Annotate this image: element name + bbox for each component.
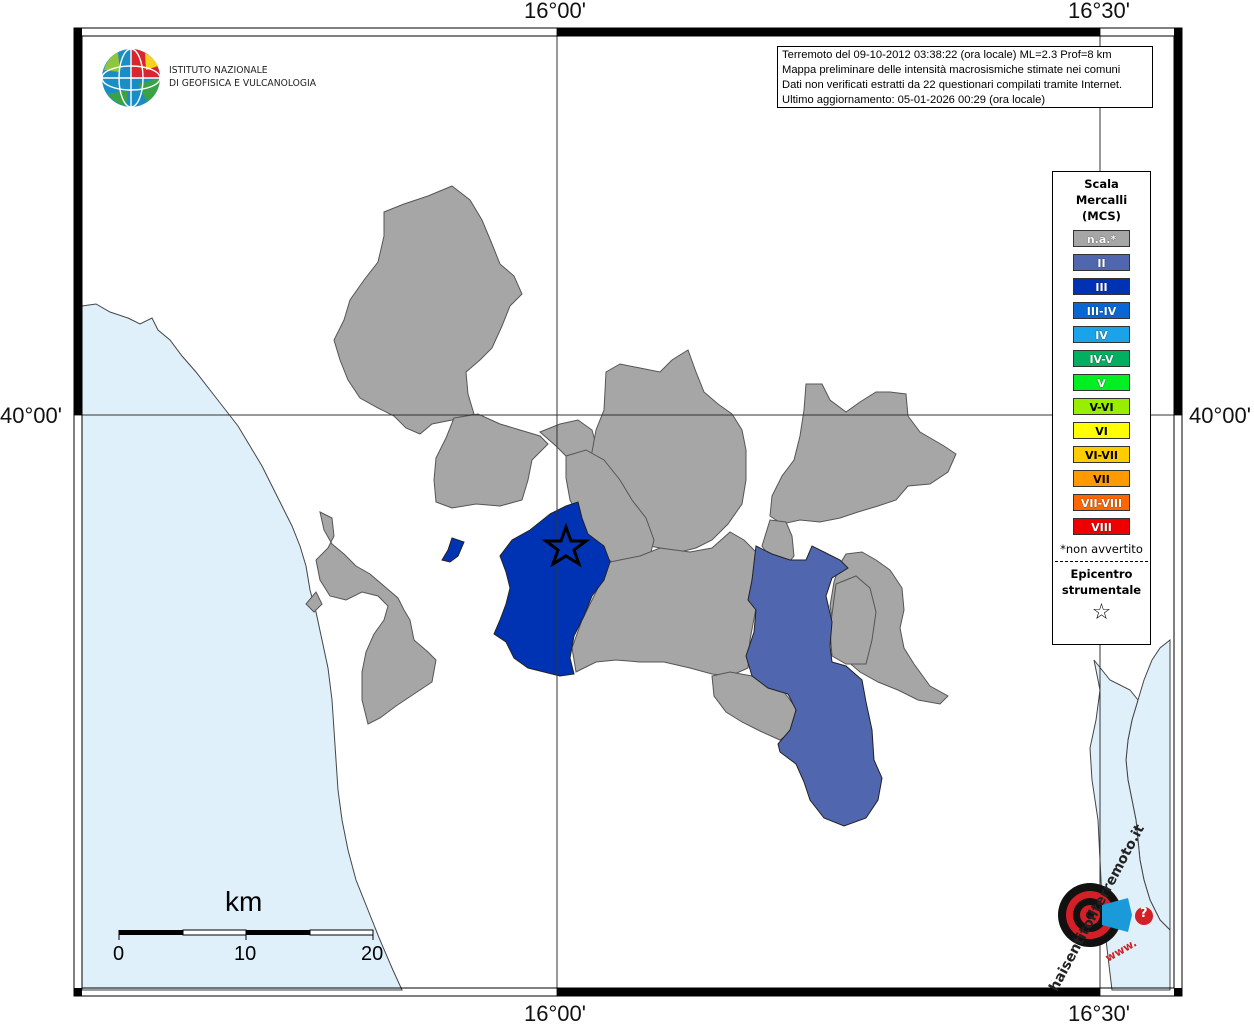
legend-note: *non avvertito [1060, 542, 1143, 556]
mcs-legend: Scala Mercalli (MCS) n.a.* II III III-IV IV I… [1052, 171, 1151, 645]
legend-item: VII [1073, 470, 1130, 487]
legend-title-line2: Mercalli [1075, 193, 1128, 207]
legend-item: IV [1073, 326, 1130, 343]
earthquake-info-box: Terremoto del 09-10-2012 03:38:22 (ora l… [777, 46, 1153, 108]
lon-label-bottom-2: 16°30' [1068, 1001, 1130, 1026]
legend-item: V [1073, 374, 1130, 391]
legend-divider [1055, 561, 1148, 562]
lat-label-left: 40°00' [0, 403, 62, 428]
legend-item: n.a.* [1073, 230, 1130, 247]
legend-item: V-VI [1073, 398, 1130, 415]
info-line-1: Terremoto del 09-10-2012 03:38:22 (ora l… [782, 49, 1112, 61]
legend-star-icon: ☆ [1091, 600, 1112, 625]
info-line-4: Ultimo aggiornamento: 05-01-2026 00:29 (… [782, 94, 1046, 106]
haisentito-question-mark: ? [1140, 906, 1148, 921]
legend-item: IV-V [1073, 350, 1130, 367]
scale-bar [118, 929, 374, 940]
info-line-3: Dati non verificati estratti da 22 quest… [782, 79, 1123, 91]
legend-title: Scala Mercalli (MCS) [1053, 176, 1150, 224]
legend-item: II [1073, 254, 1130, 271]
ingv-globe-icon [101, 48, 161, 108]
legend-items: n.a.* II III III-IV IV IV-V V V-VI VI VI-VII VII VI… [1053, 230, 1150, 535]
legend-item: VI [1073, 422, 1130, 439]
legend-title-line1: Scala [1084, 177, 1119, 191]
municipalities-not-felt [305, 185, 957, 741]
legend-epicenter-line1: Epicentro [1070, 567, 1133, 581]
haisentito-logo-icon [1058, 883, 1153, 947]
info-line-2: Mappa preliminare delle intensità macros… [782, 64, 1121, 76]
ingv-line1: ISTITUTO NAZIONALE [169, 65, 268, 76]
scale-tick-0: 0 [113, 943, 125, 965]
ingv-logo-text: ISTITUTO NAZIONALE DI GEOFISICA E VULCAN… [169, 64, 316, 90]
map-frame [73, 27, 1183, 997]
lat-label-right: 40°00' [1189, 403, 1251, 428]
tyrrhenian-sea [81, 303, 403, 991]
scale-tick-10: 10 [234, 943, 257, 965]
legend-epicenter-line2: strumentale [1061, 583, 1142, 597]
lon-label-top-1: 16°00' [524, 0, 586, 23]
legend-title-line3: (MCS) [1082, 209, 1121, 223]
legend-epicenter-label: Epicentro strumentale [1053, 566, 1150, 598]
epicenter-star [541, 522, 591, 568]
legend-item: III [1073, 278, 1130, 295]
legend-item: III-IV [1073, 302, 1130, 319]
small-island-III [441, 537, 465, 563]
legend-item: VIII [1073, 518, 1130, 535]
scale-tick-20: 20 [361, 943, 384, 965]
legend-item: VII-VIII [1073, 494, 1130, 511]
municipality-intensity-II [745, 545, 883, 827]
lon-label-bottom-1: 16°00' [524, 1001, 586, 1026]
legend-item: VI-VII [1073, 446, 1130, 463]
scale-bar-title: km [225, 886, 263, 917]
lon-label-top-2: 16°30' [1068, 0, 1130, 23]
ingv-line2: DI GEOFISICA E VULCANOLOGIA [169, 78, 317, 89]
